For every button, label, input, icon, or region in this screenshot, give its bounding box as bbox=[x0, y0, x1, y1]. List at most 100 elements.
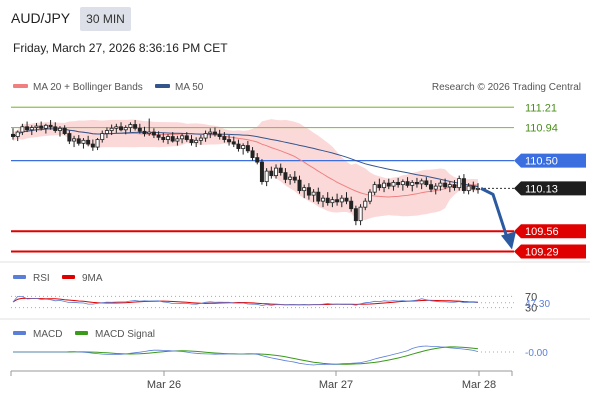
candle bbox=[34, 123, 39, 133]
x-tick-label: Mar 27 bbox=[319, 379, 353, 391]
candle bbox=[165, 134, 170, 145]
candle bbox=[339, 195, 344, 208]
candle bbox=[438, 180, 443, 191]
candle bbox=[259, 159, 264, 185]
candle bbox=[48, 120, 53, 130]
timeframe-label: 30 MIN bbox=[86, 12, 125, 26]
ma50-line bbox=[12, 128, 479, 188]
candle bbox=[475, 183, 480, 194]
candle bbox=[81, 138, 86, 149]
bollinger-band-area bbox=[13, 119, 478, 220]
candle bbox=[104, 127, 109, 139]
candle bbox=[466, 183, 471, 195]
candle bbox=[325, 192, 330, 206]
macd-signal-legend-label: MACD Signal bbox=[95, 329, 155, 340]
level-label-support: 109.29 bbox=[525, 246, 559, 258]
last-price-tag bbox=[514, 181, 586, 196]
candle bbox=[133, 120, 138, 131]
level-label-resistance: 110.94 bbox=[525, 123, 558, 135]
candle bbox=[335, 193, 340, 206]
candle bbox=[236, 139, 241, 152]
ma20-legend-label: MA 20 + Bollinger Bands bbox=[33, 82, 143, 93]
candle bbox=[43, 123, 48, 134]
macd-signal-line bbox=[13, 346, 479, 365]
candle bbox=[405, 177, 410, 188]
macd-panel: -0.00 bbox=[13, 345, 548, 366]
candle bbox=[208, 128, 213, 139]
level-tag-pivot bbox=[514, 153, 586, 168]
x-tick-label: Mar 26 bbox=[147, 379, 181, 391]
candle bbox=[29, 125, 34, 136]
candle bbox=[255, 153, 260, 165]
candles bbox=[10, 118, 480, 226]
candle bbox=[161, 132, 166, 143]
candle bbox=[142, 126, 147, 137]
candle bbox=[424, 177, 429, 187]
candle bbox=[194, 137, 199, 148]
candle bbox=[10, 128, 15, 140]
candle bbox=[151, 128, 156, 139]
candle bbox=[302, 184, 307, 199]
candle bbox=[278, 163, 283, 176]
candle bbox=[471, 181, 476, 193]
candle bbox=[156, 131, 161, 141]
candle bbox=[128, 122, 133, 133]
candle bbox=[189, 135, 194, 146]
candle bbox=[363, 198, 368, 211]
macd-line bbox=[13, 345, 479, 366]
candle bbox=[119, 122, 124, 132]
candle bbox=[212, 127, 217, 137]
candle bbox=[419, 178, 424, 190]
rsi-ma-legend-label: 9MA bbox=[82, 273, 103, 284]
candle bbox=[274, 164, 279, 179]
candle bbox=[269, 166, 274, 179]
candle bbox=[72, 135, 77, 148]
candle bbox=[349, 196, 354, 212]
candle bbox=[264, 168, 269, 187]
moving-averages bbox=[12, 128, 479, 198]
candle bbox=[109, 124, 114, 136]
forecast-arrow bbox=[480, 187, 516, 250]
candle bbox=[316, 187, 321, 205]
level-tag-support bbox=[514, 224, 586, 239]
candle bbox=[433, 183, 438, 195]
candle bbox=[386, 178, 391, 190]
candle bbox=[400, 179, 405, 191]
candle bbox=[67, 130, 72, 145]
candle bbox=[53, 122, 58, 133]
candle bbox=[147, 118, 152, 136]
candle bbox=[100, 130, 105, 143]
candle bbox=[297, 175, 302, 194]
candle bbox=[447, 181, 452, 193]
ma50-legend-swatch bbox=[155, 84, 170, 88]
candle bbox=[288, 174, 293, 185]
candle bbox=[123, 125, 128, 135]
candle bbox=[391, 180, 396, 191]
forecast-arrow-head bbox=[501, 231, 516, 250]
macd-signal-legend-swatch bbox=[75, 331, 88, 335]
candle bbox=[170, 132, 175, 143]
candle bbox=[372, 181, 377, 196]
source-credit: Research © 2026 Trading Central bbox=[432, 82, 581, 93]
timeframe-badge[interactable] bbox=[80, 7, 131, 31]
candle bbox=[198, 135, 203, 145]
candle bbox=[306, 183, 311, 200]
rsi-ma-line bbox=[12, 297, 479, 306]
candle bbox=[429, 180, 434, 193]
macd-legend-label: MACD bbox=[33, 329, 62, 340]
candle bbox=[137, 123, 142, 134]
candle bbox=[222, 132, 227, 143]
candle bbox=[443, 178, 448, 190]
forecast-arrow-line bbox=[480, 187, 509, 238]
candle bbox=[86, 135, 91, 147]
candle bbox=[353, 205, 358, 226]
candle bbox=[377, 178, 382, 191]
candle bbox=[95, 138, 100, 151]
datetime: Friday, March 27, 2026 8:36:16 PM CET bbox=[13, 41, 228, 55]
candle bbox=[245, 141, 250, 154]
x-tick-label: Mar 28 bbox=[462, 379, 496, 391]
candle bbox=[175, 135, 180, 146]
candle bbox=[358, 204, 363, 226]
